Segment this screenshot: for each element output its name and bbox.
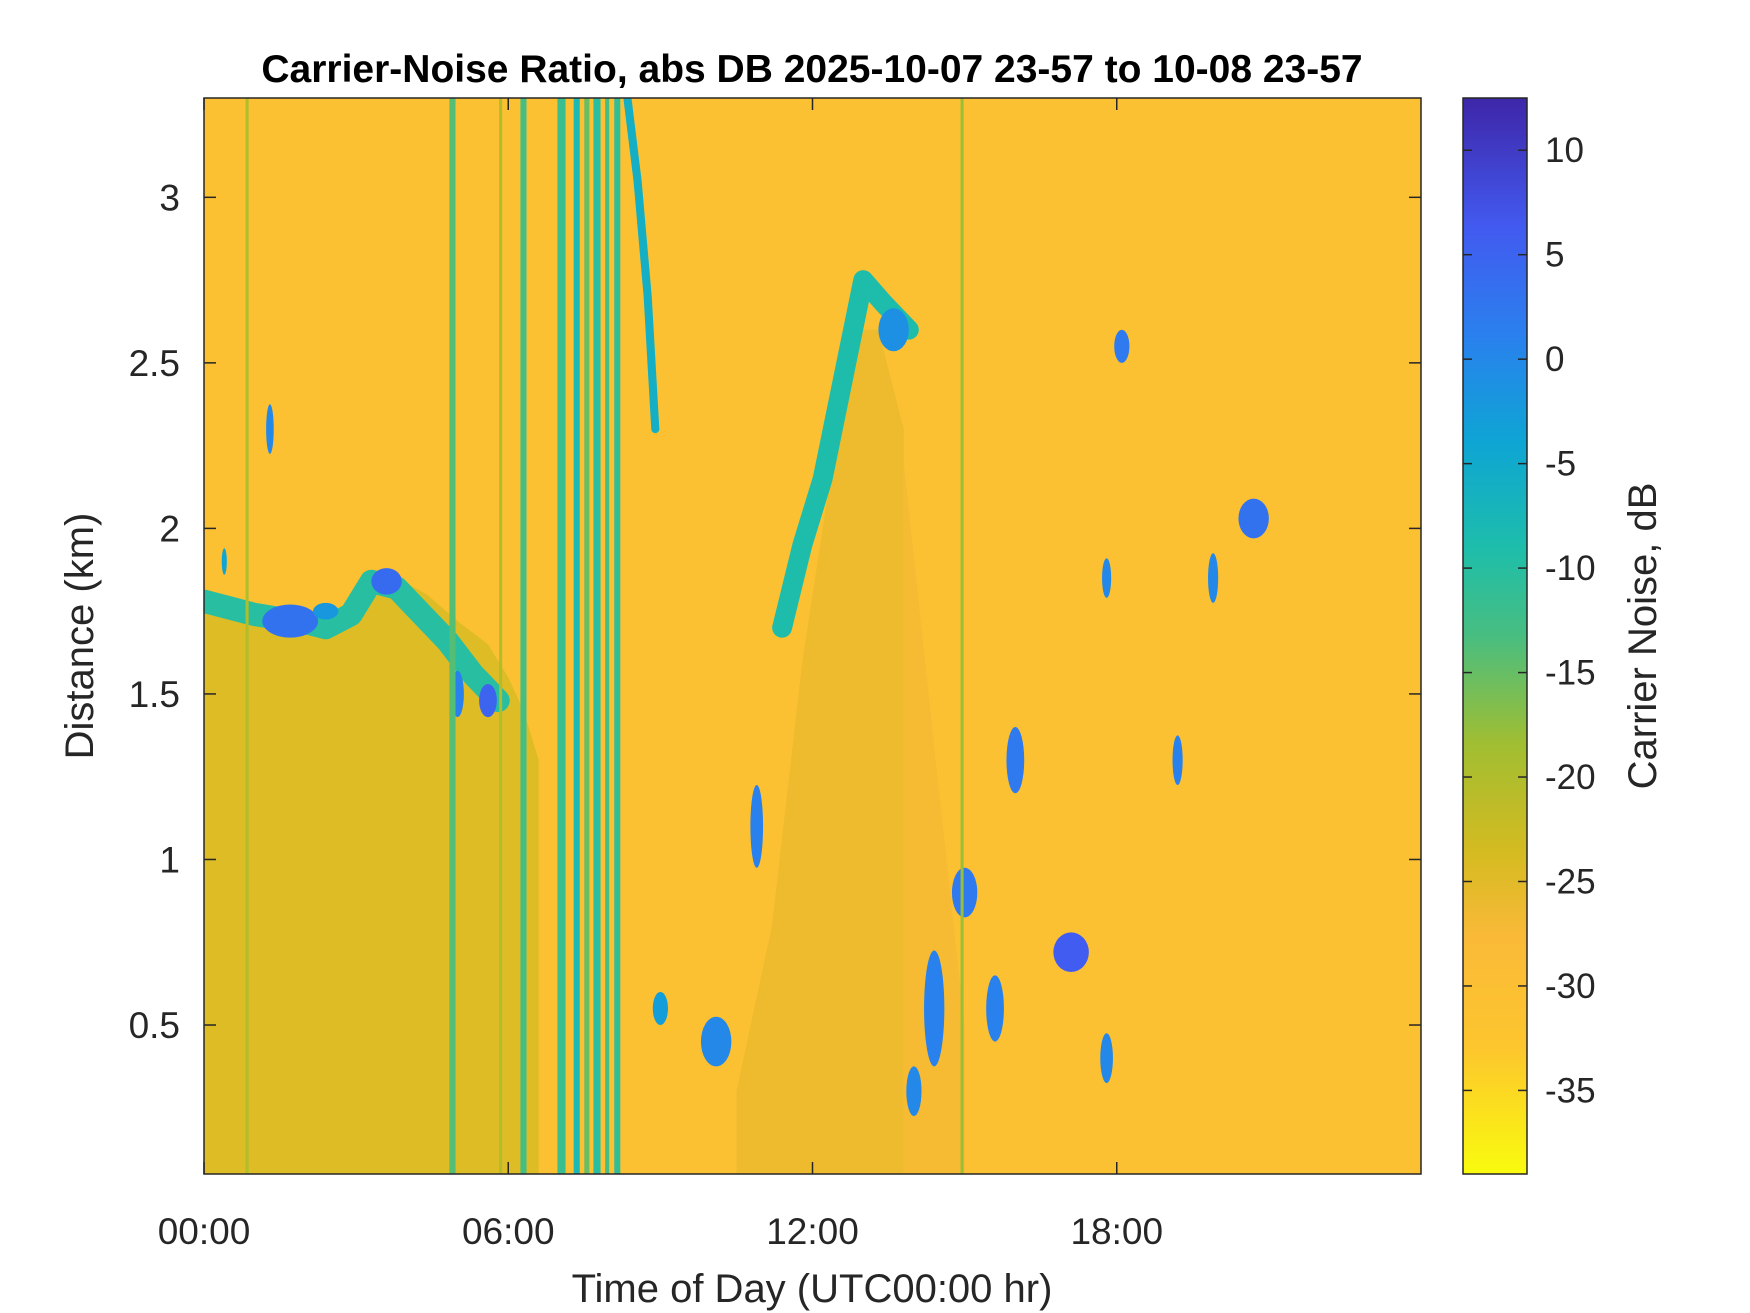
heatmap-feature-column-7 [605,98,610,1174]
heatmap-feature-cloud-h [951,867,978,918]
heatmap-feature-column-8 [614,98,621,1174]
heatmap-feature-cloud-l [1238,498,1269,539]
colorbar-axis: 10 5 0 -5 -10 -15 -20 -25 -30 -35 [1463,131,1596,1110]
colorbar [1462,97,1528,1175]
colorbar-tick-label: -35 [1545,1071,1596,1110]
heatmap-feature-trail-8-5 [623,98,660,434]
heatmap-feature-cloud-a [262,604,319,638]
x-tick-label: 06:00 [462,1211,555,1252]
colorbar-tick-label: -20 [1545,758,1596,797]
heatmap-feature-column-10 [499,98,503,1174]
y-tick-label: 0.5 [129,1005,180,1046]
heatmap-feature-cloud-o [1172,735,1183,785]
heatmap-feature-cloud-e [266,404,274,454]
heatmap-feature-cloud-g [1053,932,1089,973]
heatmap-feature-column-6 [593,98,601,1174]
heatmap-feature-rising-layer-edge [772,270,919,638]
heatmap-feature-cloud-u [221,548,227,575]
chart-title: Carrier-Noise Ratio, abs DB 2025-10-07 2… [261,48,1362,91]
heatmap-feature-cloud-s [1100,1033,1113,1083]
y-axis-label: Distance (km) [58,513,102,760]
heatmap-feature-column-11 [960,98,964,1174]
colorbar-tick-label: 5 [1545,236,1564,275]
colorbar-tick-label: 0 [1545,340,1564,379]
heatmap-layers [204,98,1269,1174]
y-tick-label: 3 [159,177,180,218]
x-axis: 00:00 06:00 12:00 18:00 [158,98,1163,1252]
colorbar-tick-label: 10 [1545,131,1584,170]
x-tick-label: 12:00 [766,1211,859,1252]
heatmap-feature-cloud-p [1208,553,1219,603]
heatmap-feature-column-4 [573,98,580,1174]
y-tick-label: 1.5 [129,674,180,715]
heatmap-feature-residual-layer [736,329,904,1174]
y-axis: 0.5 1 1.5 2 2.5 3 [129,177,1421,1046]
heatmap-feature-column-3 [557,98,566,1174]
x-axis-label: Time of Day (UTC00:00 hr) [572,1267,1053,1311]
heatmap-feature-cloud-m [1114,329,1130,363]
y-tick-label: 2.5 [129,343,180,384]
heatmap-feature-cloud-c [479,684,497,718]
heatmap-feature-column-2 [520,98,527,1174]
y-tick-label: 1 [159,839,180,880]
colorbar-tick-label: -15 [1545,654,1596,693]
heatmap-feature-cloud-v [750,784,764,868]
colorbar-tick-label: -10 [1545,549,1596,588]
heatmap-feature-cloud-f [1006,727,1025,794]
heatmap-feature-cloud-r [700,1016,732,1067]
x-tick-label: 00:00 [158,1211,251,1252]
colorbar-label: Carrier Noise, dB [1621,483,1665,790]
colorbar-tick-label: -30 [1545,967,1596,1006]
heatmap-feature-cloud-q [652,991,668,1026]
plot-area [204,98,1421,1174]
heatmap-feature-column-1 [449,98,456,1174]
heatmap-feature-cloud-j [906,1066,922,1117]
heatmap-feature-column-9 [245,98,249,1174]
y-tick-label: 2 [159,508,180,549]
heatmap-feature-boundary-layer [204,578,539,1174]
colorbar-tick-label: -25 [1545,862,1596,901]
heatmap-feature-cloud-i [924,950,945,1067]
heatmap-feature-stratus [878,308,909,352]
heatmap-feature-column-5 [584,98,590,1174]
heatmap-feature-boundary-layer-top [204,569,510,713]
heatmap-feature-cloud-k [986,975,1004,1042]
heatmap-feature-residual-layer-upper [903,462,965,1174]
heatmap-feature-cloud-t [313,602,339,620]
colorbar-tick-label: -5 [1545,445,1576,484]
heatmap-feature-cloud-b [371,568,402,595]
heatmap-feature-cloud-n [1102,558,1112,598]
x-tick-label: 18:00 [1070,1211,1163,1252]
